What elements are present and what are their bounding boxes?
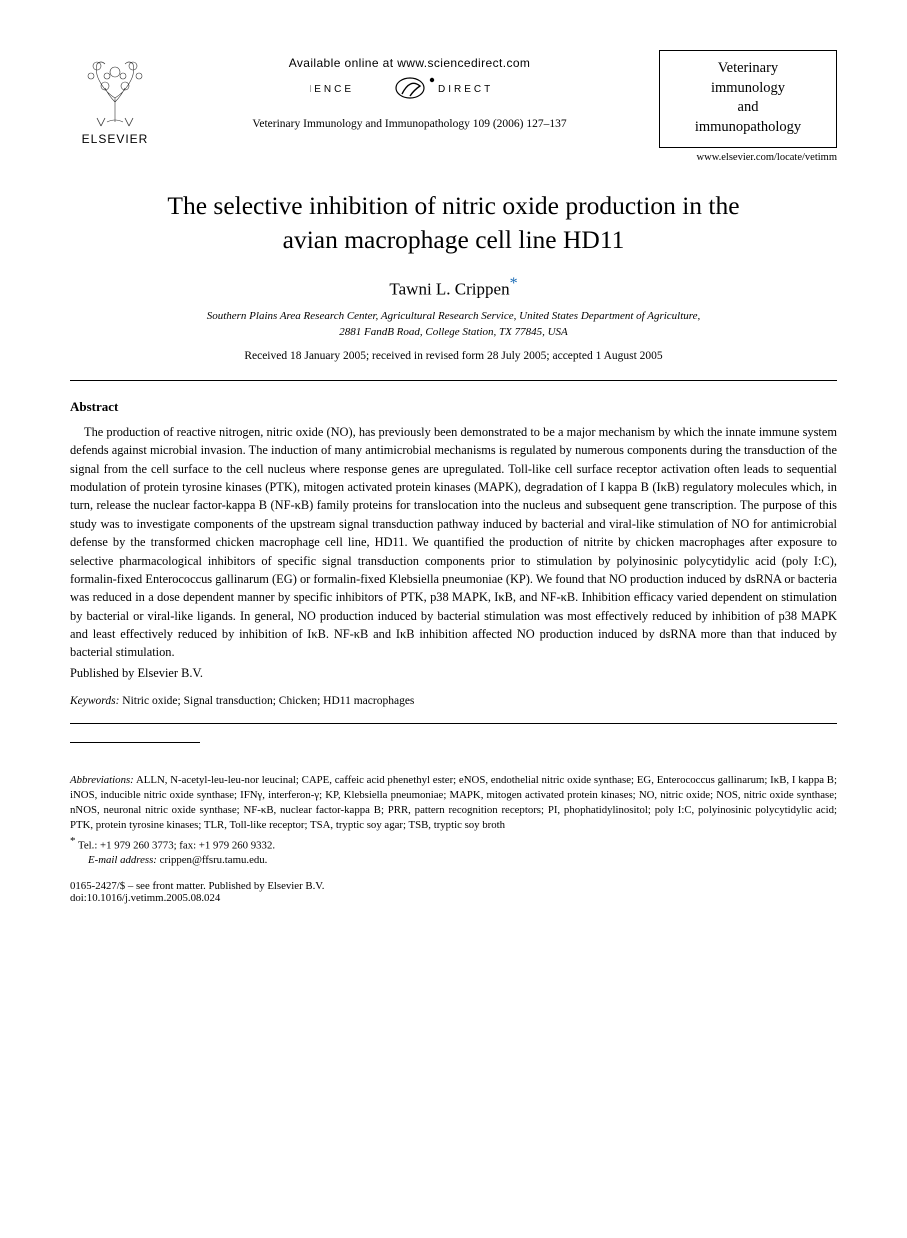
issn-line: 0165-2427/$ – see front matter. Publishe… [70,880,837,892]
keywords-values: Nitric oxide; Signal transduction; Chick… [119,695,414,707]
correspondence-line: * Tel.: +1 979 260 3773; fax: +1 979 260… [70,835,837,852]
keywords-line: Keywords: Nitric oxide; Signal transduct… [70,695,837,707]
article-title: The selective inhibition of nitric oxide… [80,189,827,256]
page-container: ELSEVIER Available online at www.science… [0,0,907,944]
abbreviations-label: Abbreviations: [70,774,134,786]
email-address: crippen@ffsru.tamu.edu. [157,854,267,866]
affiliation-line-2: 2881 FandB Road, College Station, TX 778… [339,326,568,338]
affiliation: Southern Plains Area Research Center, Ag… [70,309,837,340]
available-online-text: Available online at www.sciencedirect.co… [160,56,659,70]
title-line-1: The selective inhibition of nitric oxide… [167,191,739,220]
header-center: Available online at www.sciencedirect.co… [160,50,659,130]
header-right: Veterinary immunology and immunopatholog… [659,50,837,163]
elsevier-block: ELSEVIER [70,50,160,146]
journal-line-2: immunology [711,80,785,96]
elsevier-name: ELSEVIER [70,132,160,146]
abbreviations-text: ALLN, N-acetyl-leu-leu-nor leucinal; CAP… [70,774,837,831]
affiliation-line-1: Southern Plains Area Research Center, Ag… [207,310,701,322]
doi-line: doi:10.1016/j.vetimm.2005.08.024 [70,892,837,904]
abstract-copyright: Published by Elsevier B.V. [70,666,837,681]
abstract-heading: Abstract [70,399,837,415]
keywords-label: Keywords: [70,695,119,707]
journal-line-4: immunopathology [695,119,801,135]
abbreviations-block: Abbreviations: ALLN, N-acetyl-leu-leu-no… [70,773,837,833]
author-line: Tawni L. Crippen* [70,275,837,300]
title-line-2: avian macrophage cell line HD11 [283,225,625,254]
journal-title-text: Veterinary immunology and immunopatholog… [666,59,830,137]
citation-line: Veterinary Immunology and Immunopatholog… [160,118,659,130]
author-name: Tawni L. Crippen [389,279,509,298]
sciencedirect-logo: SCIENCE DIRECT [160,76,659,100]
email-line: E-mail address: crippen@ffsru.tamu.edu. [70,854,837,866]
elsevier-tree-logo [77,50,153,130]
tel-fax: Tel.: +1 979 260 3773; fax: +1 979 260 9… [76,840,276,852]
svg-text:DIRECT: DIRECT [438,84,493,95]
corresponding-star-icon: * [510,275,518,292]
divider-top [70,380,837,381]
footnote-rule [70,742,200,743]
divider-bottom [70,723,837,724]
journal-line-3: and [738,99,759,115]
journal-url: www.elsevier.com/locate/vetimm [659,152,837,163]
journal-title-box: Veterinary immunology and immunopatholog… [659,50,837,148]
article-dates: Received 18 January 2005; received in re… [70,350,837,362]
abstract-body: The production of reactive nitrogen, nit… [70,423,837,662]
svg-text:SCIENCE: SCIENCE [310,84,354,95]
email-label: E-mail address: [88,854,157,866]
journal-line-1: Veterinary [718,60,778,76]
header-row: ELSEVIER Available online at www.science… [70,50,837,163]
